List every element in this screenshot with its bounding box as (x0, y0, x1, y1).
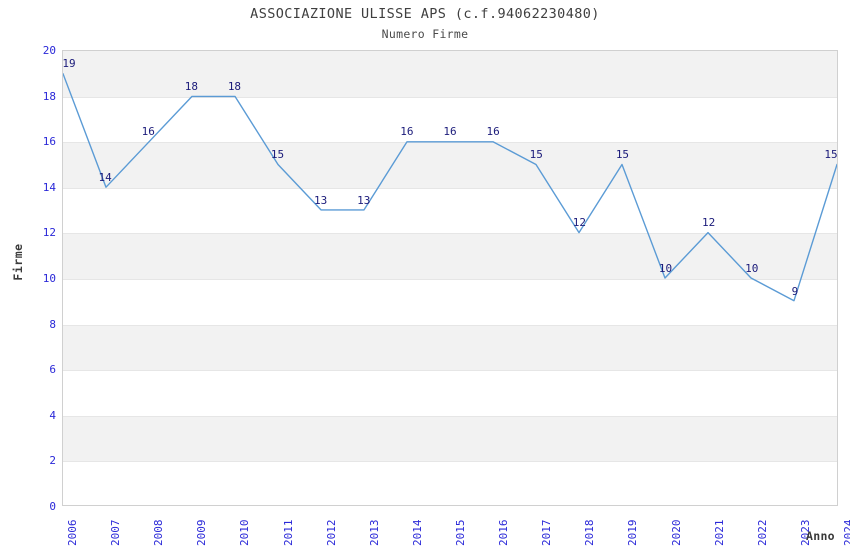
x-axis-tick-label: 2024 (842, 519, 850, 547)
data-point-label: 16 (141, 125, 155, 139)
chart-subtitle: Numero Firme (381, 27, 469, 41)
x-axis-tick-label: 2021 (712, 519, 726, 547)
gridline (63, 325, 837, 326)
data-point-label: 18 (227, 79, 242, 93)
x-axis-tick-label: 2017 (540, 519, 554, 547)
x-axis-tick-label: 2012 (324, 519, 338, 547)
gridline (63, 142, 837, 143)
data-point-label: 10 (745, 262, 759, 275)
x-axis-tick-label: 2009 (195, 519, 209, 547)
band-stripe (63, 142, 837, 188)
band-stripe (63, 233, 837, 279)
y-axis-tick-label: 4 (49, 408, 56, 422)
x-axis-tick-label: 2013 (367, 519, 381, 547)
x-axis-tick-label: 2008 (152, 519, 166, 547)
data-point-label: 19 (62, 56, 76, 70)
x-axis-tick-label: 2022 (755, 519, 769, 547)
x-axis-tick-label: 2014 (410, 519, 424, 547)
data-point-label: 14 (98, 170, 112, 184)
x-axis-title: Anno (806, 529, 835, 543)
gridline (63, 416, 837, 417)
y-axis-tick-label: 20 (42, 44, 56, 57)
y-axis-tick-label: 10 (42, 272, 56, 285)
y-axis-ticks: 20 18 16 14 12 10 8 6 4 2 0 (0, 45, 56, 512)
x-axis-ticks: 2006 2007 2008 2009 2010 2011 2012 2013 2014 2015… (62, 506, 850, 550)
y-axis-tick-label: 14 (42, 180, 56, 194)
x-axis-tick-label: 2023 (798, 519, 812, 547)
y-axis-tick-label: 2 (49, 454, 56, 468)
gridline (63, 461, 837, 462)
series-line (63, 73, 837, 302)
band-stripe (63, 324, 837, 371)
y-axis-tick-label: 0 (49, 500, 56, 513)
gridline (63, 279, 837, 280)
data-point-label: 13 (357, 193, 371, 207)
y-axis-tick-label: 18 (42, 89, 56, 103)
x-axis-tick-label: 2010 (238, 519, 252, 547)
data-point-label: 18 (184, 79, 198, 93)
series-polyline (63, 73, 837, 302)
x-axis-tick-label: 2006 (66, 519, 79, 547)
gridline (63, 233, 837, 234)
data-point-label: 12 (702, 216, 716, 230)
y-axis-tick-label: 16 (42, 135, 56, 149)
data-point-label: 16 (400, 125, 414, 139)
data-point-label: 10 (658, 262, 673, 275)
x-axis-tick-label: 2007 (109, 519, 123, 547)
band-stripe (63, 415, 837, 462)
data-point-label: 15 (529, 148, 543, 161)
x-axis-tick-label: 2015 (454, 519, 467, 547)
data-point-label: 15 (615, 148, 630, 161)
data-point-label: 9 (791, 284, 799, 298)
y-axis-tick-label: 12 (42, 226, 56, 240)
plot-area (62, 50, 838, 506)
y-axis-tick-label: 8 (49, 317, 56, 331)
data-point-label: 13 (314, 193, 328, 207)
x-axis-tick-label: 2020 (669, 519, 683, 547)
x-axis-tick-label: 2019 (626, 519, 640, 547)
gridline (63, 97, 837, 98)
data-point-label: 16 (486, 125, 500, 139)
data-point-label: 15 (270, 148, 285, 161)
band-stripe (63, 51, 837, 97)
data-point-label: 12 (572, 216, 586, 230)
y-axis-tick-label: 6 (49, 363, 56, 377)
x-axis-tick-label: 2011 (281, 519, 295, 547)
data-point-label: 16 (443, 125, 457, 139)
gridline (63, 188, 837, 189)
x-axis-tick-label: 2018 (583, 519, 597, 547)
data-point-label: 15 (824, 148, 838, 161)
chart-title: ASSOCIAZIONE ULISSE APS (c.f.94062230480… (250, 6, 600, 22)
gridline (63, 370, 837, 371)
x-axis-tick-label: 2016 (497, 519, 511, 547)
